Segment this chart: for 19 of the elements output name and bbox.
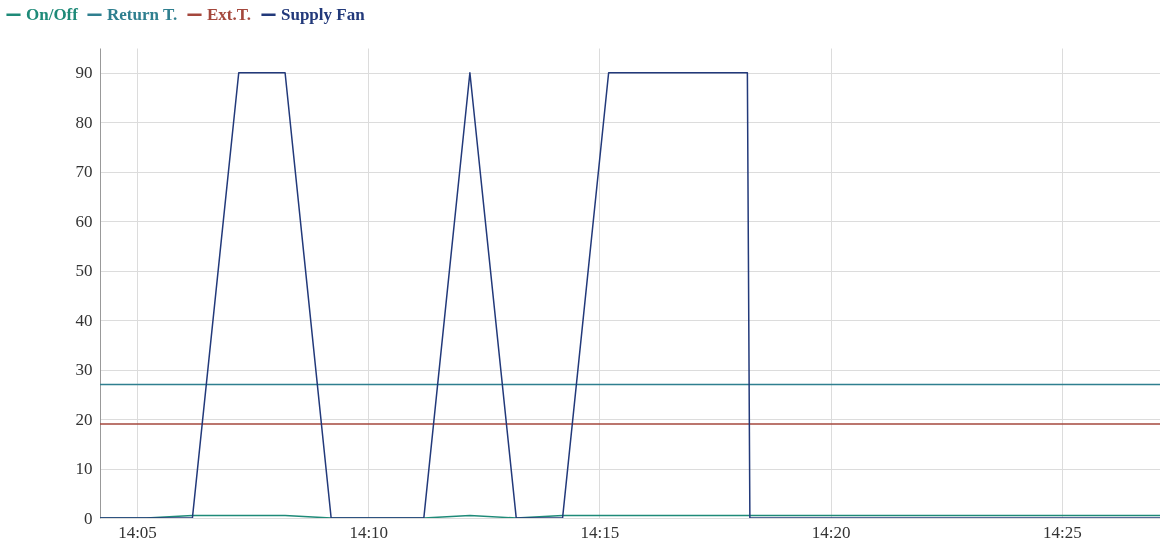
y-tick-label: 10: [75, 459, 93, 479]
legend-label: Ext.T.: [207, 4, 252, 24]
y-tick-label: 50: [75, 261, 93, 281]
y-tick-label: 20: [75, 409, 93, 429]
legend-label: On/Off: [26, 4, 79, 24]
x-tick-label: 14:05: [118, 522, 157, 542]
y-tick-label: 0: [84, 508, 93, 528]
x-tick-label: 14:15: [580, 522, 620, 542]
legend-label: Supply Fan: [281, 4, 366, 24]
y-tick-label: 40: [75, 310, 93, 330]
legend-label: Return T.: [107, 4, 178, 24]
x-tick-label: 14:10: [349, 522, 389, 542]
y-tick-label: 90: [75, 63, 93, 83]
y-tick-label: 30: [75, 360, 93, 380]
y-tick-label: 70: [75, 162, 93, 182]
x-tick-label: 14:20: [811, 522, 851, 542]
y-tick-label: 60: [75, 211, 93, 231]
x-tick-label: 14:25: [1043, 522, 1082, 542]
y-tick-label: 80: [75, 112, 93, 132]
